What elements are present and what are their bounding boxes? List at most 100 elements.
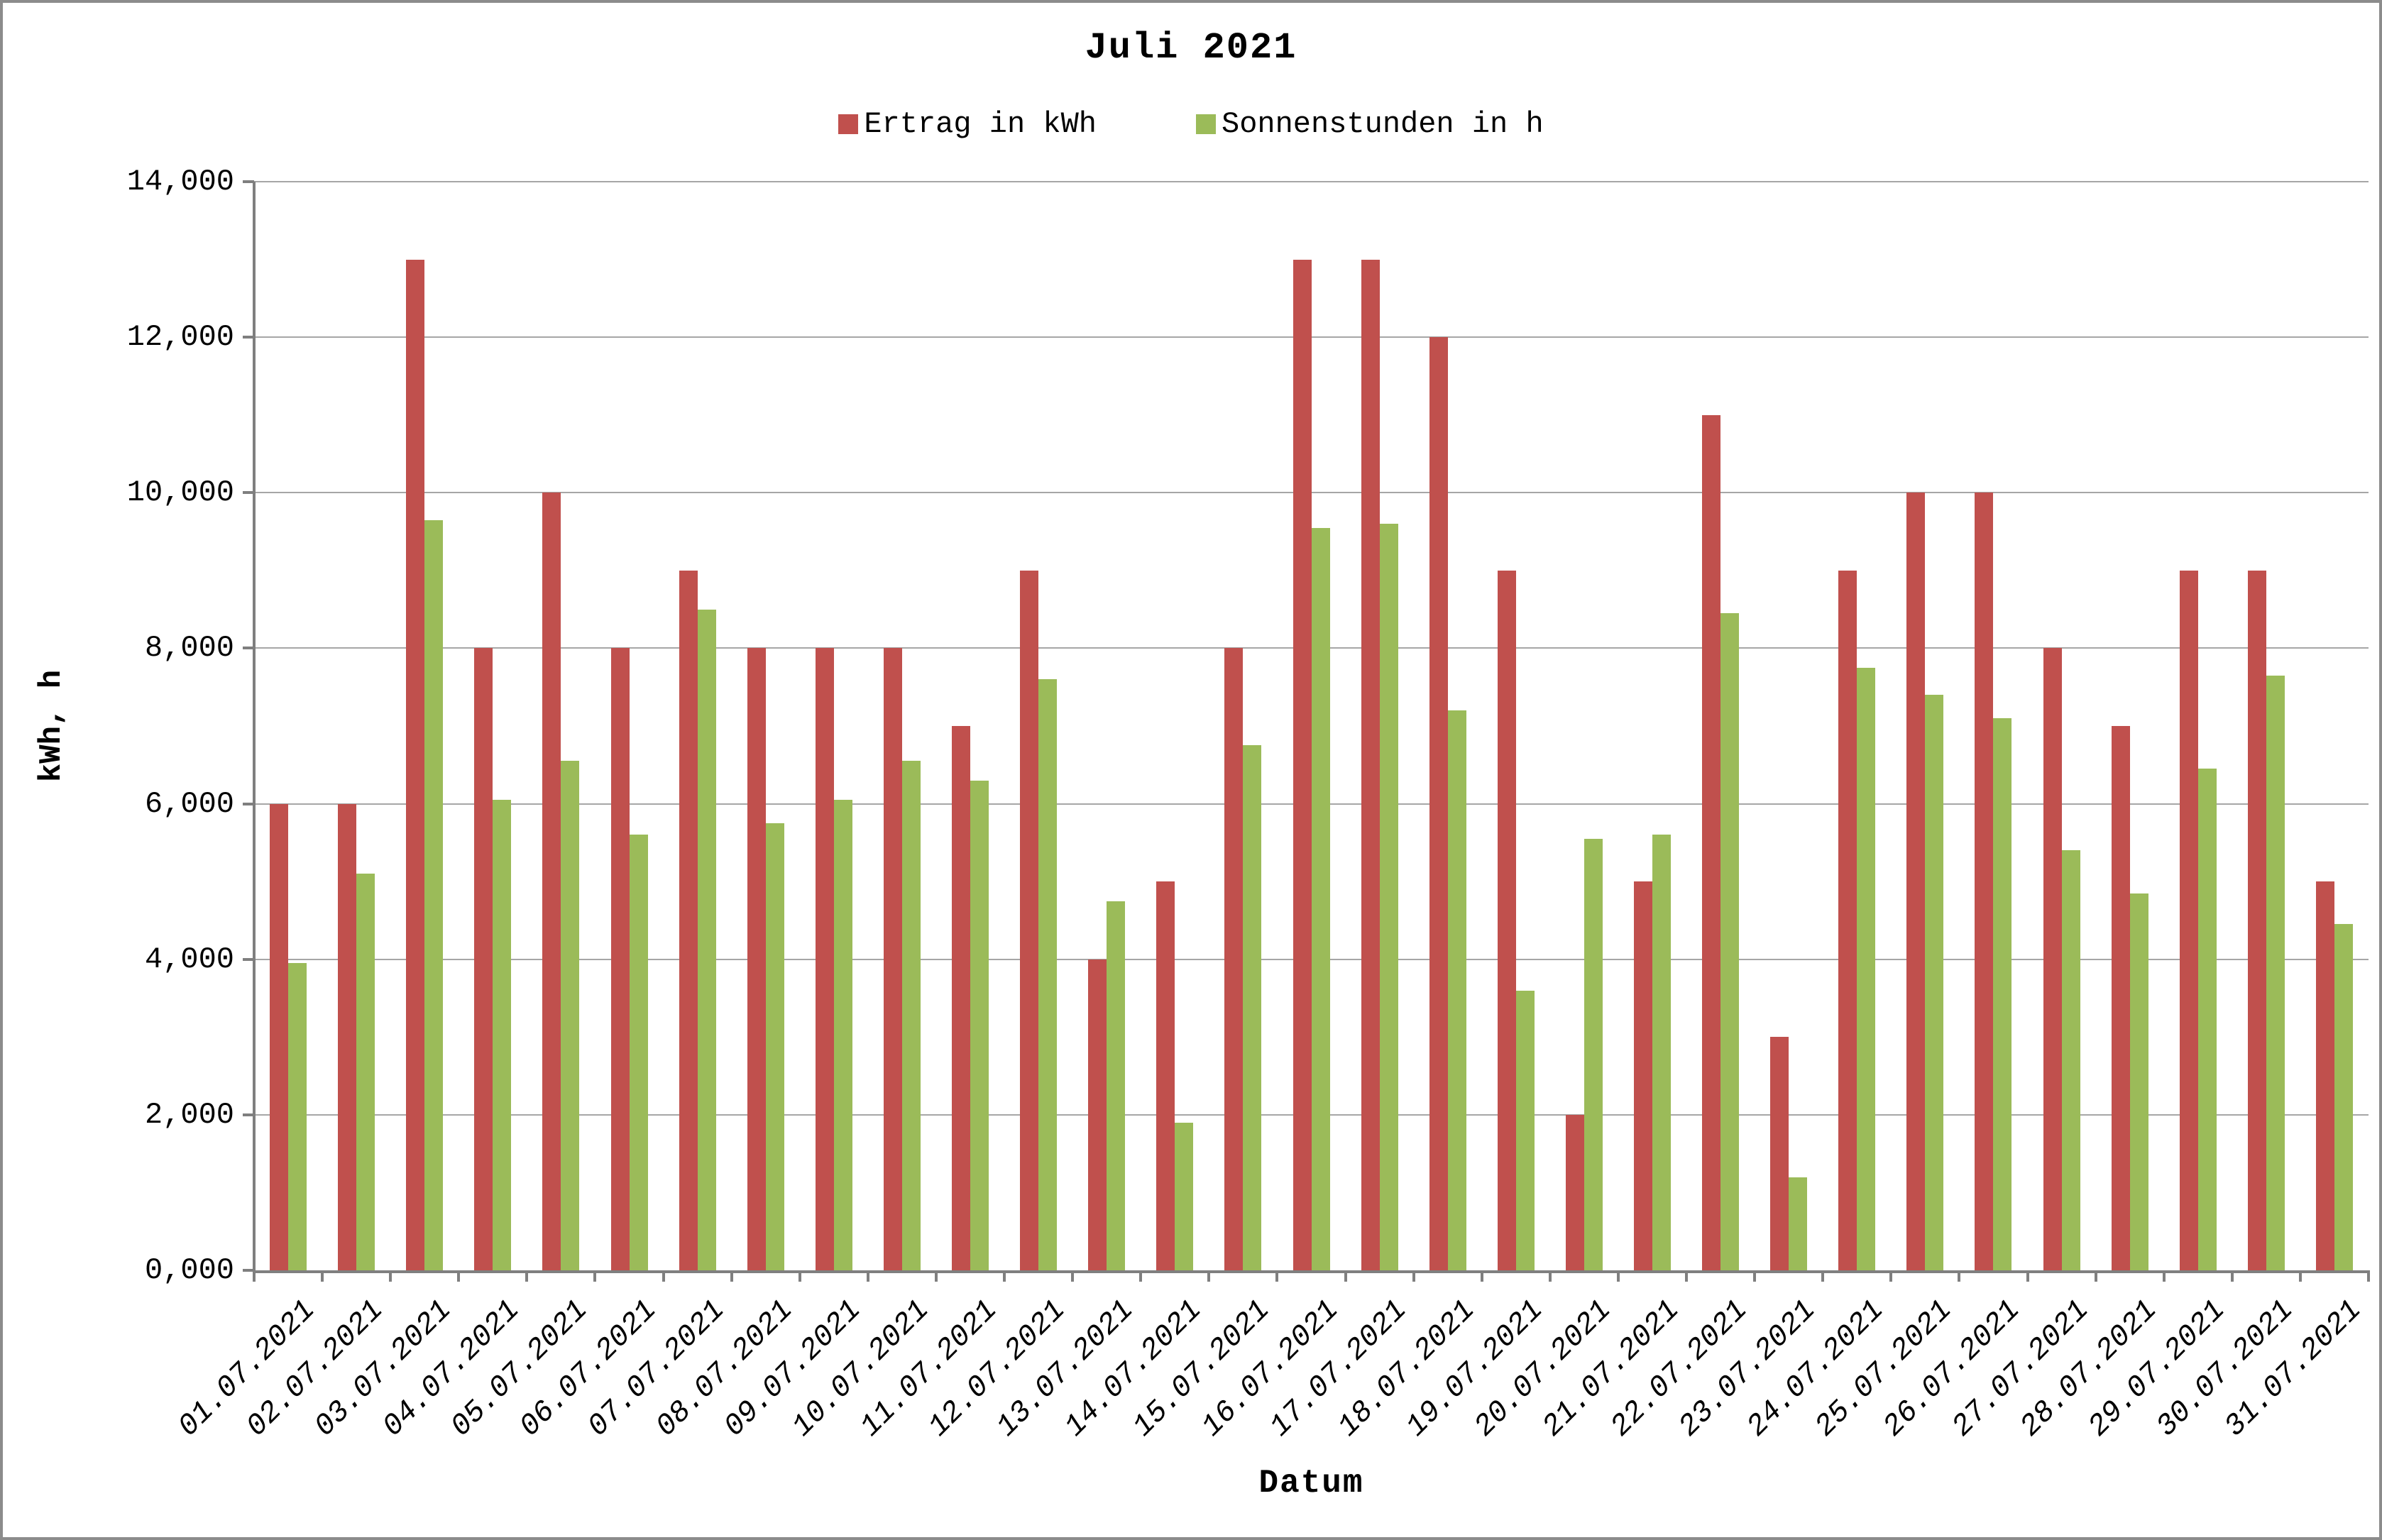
bar-ertrag-02 [338,804,357,1270]
legend-green-square-icon [1195,114,1216,134]
x-tick-mark [2367,1273,2370,1282]
x-tick-mark [2026,1273,2029,1282]
bar-sonnenstunden-02 [356,874,375,1270]
x-tick-mark [2298,1273,2302,1282]
bar-ertrag-14 [1156,881,1175,1270]
bar-sonnenstunden-13 [1107,901,1126,1270]
bar-sonnenstunden-09 [833,800,852,1270]
x-tick-mark [2094,1273,2097,1282]
bar-sonnenstunden-17 [1379,524,1398,1270]
bar-ertrag-03 [406,260,425,1270]
x-axis-line [253,1270,2370,1273]
bar-sonnenstunden-15 [1243,745,1262,1270]
bar-ertrag-18 [1429,337,1448,1270]
x-axis-title: Datum [1258,1465,1364,1502]
bar-sonnenstunden-27 [2061,850,2080,1270]
y-tick-mark [243,1269,254,1272]
x-tick-mark [1071,1273,1075,1282]
x-tick-mark [1889,1273,1893,1282]
y-tick-mark [243,647,254,650]
bar-sonnenstunden-29 [2197,769,2217,1270]
x-tick-mark [253,1273,256,1282]
bar-ertrag-30 [2247,571,2266,1270]
x-tick-mark [1616,1273,1620,1282]
y-tick-label: 12,000 [126,320,234,355]
bar-ertrag-19 [1497,571,1516,1270]
y-tick-label: 14,000 [126,165,234,199]
bar-ertrag-24 [1838,571,1857,1270]
bar-sonnenstunden-18 [1447,710,1466,1270]
bar-ertrag-08 [747,648,766,1270]
bar-sonnenstunden-30 [2266,676,2285,1270]
bar-sonnenstunden-22 [1720,613,1740,1270]
y-tick-mark [243,802,254,805]
bar-ertrag-04 [474,648,493,1270]
x-tick-mark [1344,1273,1347,1282]
y-tick-label: 6,000 [144,786,234,821]
x-tick-mark [1480,1273,1483,1282]
bar-ertrag-23 [1770,1037,1789,1270]
y-tick-label: 2,000 [144,1097,234,1132]
y-tick-label: 8,000 [144,631,234,666]
bar-ertrag-21 [1633,881,1652,1270]
bar-ertrag-27 [2043,648,2062,1270]
x-tick-mark [1548,1273,1552,1282]
bar-ertrag-06 [610,648,630,1270]
bar-ertrag-13 [1088,959,1107,1270]
bar-ertrag-22 [1702,415,1721,1270]
x-tick-mark [1821,1273,1825,1282]
y-axis-title: kWh, h [34,669,70,783]
legend-red-square-icon [838,114,859,134]
y-tick-label: 4,000 [144,942,234,977]
bar-ertrag-16 [1292,260,1312,1270]
bar-sonnenstunden-16 [1311,528,1330,1270]
x-tick-mark [525,1273,529,1282]
bar-ertrag-17 [1361,260,1380,1270]
gridline [254,492,2369,494]
bar-ertrag-26 [1975,493,1994,1270]
legend: Ertrag in kWh Sonnenstunden in h [3,108,2379,141]
bar-sonnenstunden-07 [697,610,716,1270]
bar-sonnenstunden-31 [2334,924,2353,1270]
bar-ertrag-05 [542,493,561,1270]
x-tick-mark [866,1273,869,1282]
bar-ertrag-20 [1565,1115,1584,1270]
bar-sonnenstunden-26 [1993,718,2012,1270]
bar-ertrag-09 [815,648,834,1270]
x-tick-mark [1685,1273,1689,1282]
bar-ertrag-12 [1020,571,1039,1270]
bar-sonnenstunden-04 [493,800,512,1270]
bar-sonnenstunden-12 [1038,679,1058,1270]
x-tick-mark [934,1273,938,1282]
bar-sonnenstunden-10 [901,761,921,1270]
bar-sonnenstunden-20 [1584,839,1603,1270]
bar-sonnenstunden-24 [1857,668,1876,1270]
y-tick-label: 10,000 [126,475,234,510]
y-tick-mark [243,491,254,495]
legend-item-ertrag: Ertrag in kWh [838,108,1097,141]
x-tick-mark [2162,1273,2166,1282]
x-tick-mark [1412,1273,1415,1282]
legend-label-ertrag: Ertrag in kWh [864,107,1097,141]
x-tick-mark [1753,1273,1757,1282]
gridline [254,181,2369,182]
legend-item-sonnenstunden: Sonnenstunden in h [1195,108,1544,141]
y-tick-mark [243,180,254,183]
bar-ertrag-10 [883,648,902,1270]
bar-sonnenstunden-21 [1652,835,1671,1270]
bar-ertrag-28 [2111,726,2130,1270]
x-tick-mark [457,1273,461,1282]
x-tick-mark [798,1273,801,1282]
bar-sonnenstunden-11 [970,781,989,1270]
y-axis-line [253,182,256,1273]
bar-sonnenstunden-25 [1925,695,1944,1270]
chart-title: Juli 2021 [1085,27,1297,69]
y-tick-mark [243,1113,254,1116]
bar-sonnenstunden-06 [629,835,648,1270]
bar-sonnenstunden-28 [2129,893,2148,1270]
bar-sonnenstunden-23 [1789,1177,1808,1270]
bar-ertrag-31 [2315,881,2334,1270]
bar-sonnenstunden-14 [1175,1123,1194,1270]
x-tick-mark [389,1273,393,1282]
